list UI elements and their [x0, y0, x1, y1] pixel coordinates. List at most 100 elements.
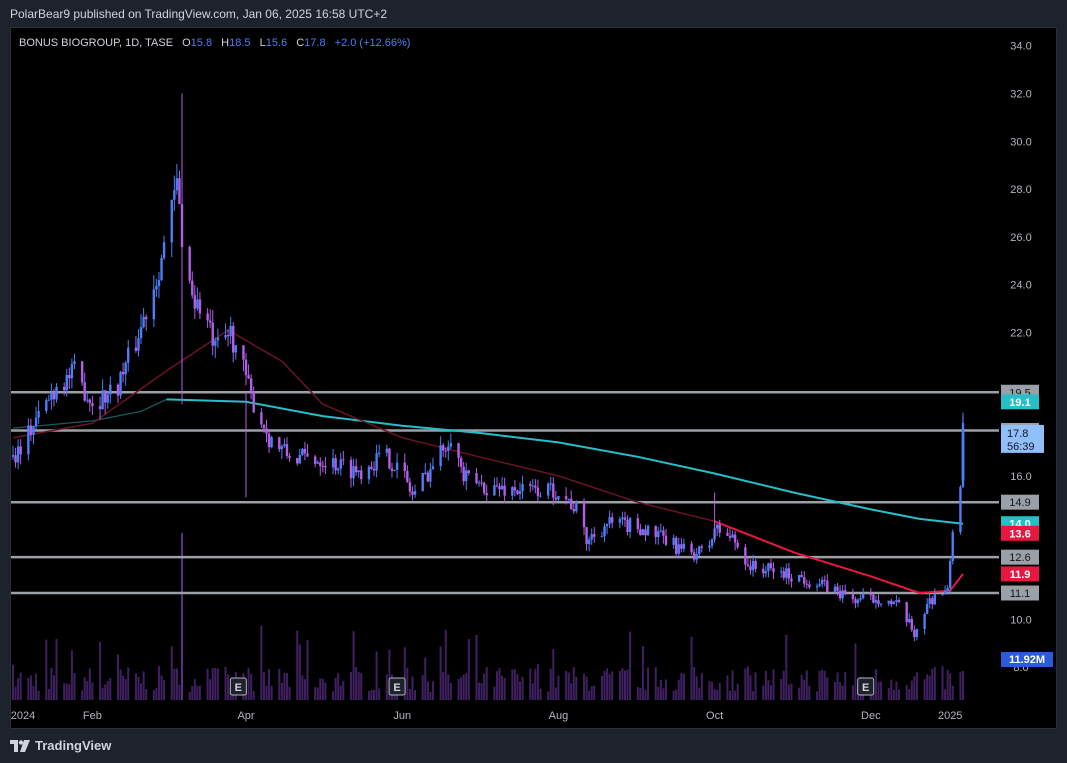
- candle-122: [447, 440, 450, 461]
- candle-75: [280, 444, 284, 460]
- volume-bar-153: [557, 675, 560, 700]
- volume-bar-220: [800, 674, 803, 700]
- earnings-marker-0[interactable]: E: [229, 677, 247, 696]
- candle-body: [285, 444, 289, 456]
- candle-189: [690, 540, 693, 555]
- candle-body: [50, 392, 53, 400]
- x-tick-3: Jun: [393, 710, 411, 722]
- time-axis[interactable]: 2024 Feb Apr Jun Aug Oct Dec 2025: [11, 710, 962, 722]
- volume-bar-3: [19, 672, 22, 700]
- candle-170: [621, 511, 624, 526]
- volume-bar-175: [639, 687, 642, 700]
- ma-short-line-faded: [12, 329, 715, 523]
- candle-36: [139, 313, 143, 345]
- candle-body: [214, 340, 217, 346]
- tradingview-logo-icon[interactable]: [10, 739, 30, 752]
- volume-bar-32: [124, 678, 127, 700]
- candle-132: [482, 481, 486, 496]
- candle-body: [234, 345, 237, 353]
- y-tick-6: 22.0: [1010, 328, 1031, 340]
- candle-body: [301, 448, 304, 456]
- candle-body: [83, 382, 86, 401]
- candle-body: [73, 361, 76, 365]
- candle-13: [55, 383, 58, 403]
- candle-117: [429, 462, 432, 488]
- candle-60: [226, 329, 230, 347]
- volume-bar-165: [603, 670, 606, 700]
- level-tag-2: 14.9: [1001, 494, 1039, 510]
- candle-body: [385, 448, 389, 453]
- candle-212: [769, 558, 773, 571]
- candle-body: [408, 482, 412, 492]
- candle-body: [529, 484, 532, 486]
- volume-bar-214: [780, 679, 783, 700]
- candle-34: [134, 336, 138, 353]
- candle-body: [549, 483, 552, 485]
- candle-body: [426, 472, 430, 482]
- volume-bar-129: [475, 634, 478, 700]
- volume-bar-24: [99, 641, 102, 700]
- candle-250: [908, 613, 911, 624]
- candle-body: [564, 496, 568, 500]
- candle-body: [644, 529, 647, 536]
- volume-bar-154: [565, 670, 568, 700]
- volume-bar-110: [406, 667, 409, 700]
- chart-panel[interactable]: E E E 34.0 32.0 30.0 28.0 26.0 24.0 22.0 16.0 10.0…: [10, 27, 1057, 729]
- candle-body: [567, 498, 570, 500]
- candle-body: [247, 375, 250, 379]
- candle-232: [841, 585, 844, 603]
- price-axis[interactable]: 34.032.030.028.026.024.022.016.010.08.0: [1010, 41, 1031, 674]
- candle-127: [465, 462, 468, 491]
- volume-bar-58: [216, 668, 219, 700]
- candle-155: [567, 498, 570, 503]
- candle-body: [746, 564, 750, 566]
- candle-body: [554, 497, 558, 500]
- footer-brand[interactable]: TradingView: [35, 738, 112, 753]
- candle-263: [951, 529, 954, 565]
- candle-body: [636, 518, 639, 530]
- candle-242: [877, 594, 880, 608]
- volume-bar-261: [946, 669, 949, 700]
- volume-bar-156: [570, 683, 573, 700]
- candle-body: [779, 571, 783, 573]
- earnings-marker-2[interactable]: E: [857, 677, 875, 696]
- candle-208: [754, 559, 757, 573]
- candle-103: [377, 444, 381, 458]
- volume-bar-148: [539, 688, 542, 700]
- candle-body: [206, 313, 209, 321]
- candle-body: [367, 466, 371, 480]
- volume-bar-83: [306, 639, 309, 700]
- volume-bar-215: [782, 670, 785, 700]
- volume-bar-90: [334, 677, 337, 700]
- volume-bar-92: [339, 685, 342, 700]
- price-tags: 19.517.914.912.611.119.114.013.611.917.8…: [1001, 384, 1053, 667]
- candle-body: [572, 509, 575, 512]
- candle-175: [639, 523, 642, 536]
- candle-176: [641, 528, 645, 536]
- volume-bar-256: [928, 675, 931, 700]
- price-chart[interactable]: E E E 34.0 32.0 30.0 28.0 26.0 24.0 22.0 16.0 10.0…: [11, 28, 1056, 728]
- candle-56: [211, 309, 214, 356]
- candle-body: [134, 347, 138, 351]
- volume-bar-260: [944, 689, 947, 700]
- candle-body: [498, 486, 501, 490]
- candle-32: [124, 360, 127, 386]
- volume-bar-78: [288, 686, 291, 700]
- volume-bar-57: [214, 668, 217, 700]
- volume-bar-2: [17, 678, 20, 700]
- candle-58: [216, 328, 220, 348]
- candle-body: [280, 446, 284, 450]
- candle-body: [265, 428, 268, 434]
- candle-23: [91, 395, 94, 415]
- candle-body: [229, 325, 232, 337]
- candle-body: [29, 425, 33, 435]
- candle-130: [477, 480, 481, 487]
- earnings-marker-1[interactable]: E: [388, 677, 406, 696]
- candle-body: [570, 498, 573, 510]
- candle-83: [306, 443, 309, 458]
- candle-body: [411, 491, 414, 495]
- candle-body: [162, 242, 166, 258]
- volume-bar-225: [818, 670, 821, 700]
- volume-bar-17: [70, 650, 73, 700]
